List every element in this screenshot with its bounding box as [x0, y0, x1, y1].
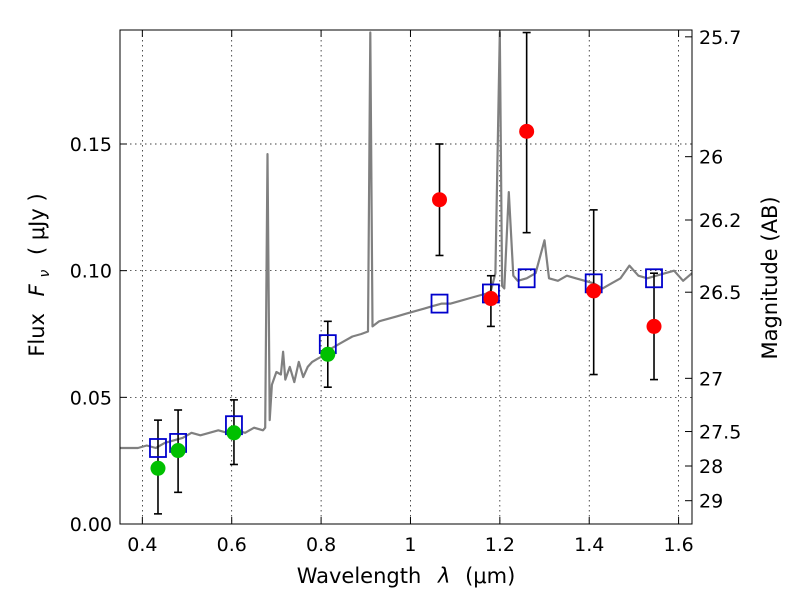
x-tick-label: 1: [404, 534, 416, 556]
x-tick-label: 1.6: [663, 534, 693, 556]
right-tick-label: 29: [699, 491, 723, 513]
data-point-circle: [483, 291, 499, 307]
model-point-square: [149, 438, 167, 458]
y-tick-label: 0.15: [70, 134, 112, 156]
x-axis-label-symbol: λ: [437, 564, 450, 588]
right-tick-label: 26.2: [699, 210, 741, 232]
data-point-circle: [586, 283, 602, 299]
right-tick-label: 27.5: [699, 422, 741, 444]
x-axis-label-text: Wavelength: [297, 564, 422, 588]
y-tick-label: 0.10: [70, 261, 112, 283]
data-point-circle: [226, 425, 242, 441]
model-point-square: [430, 293, 449, 314]
x-tick-label: 0.4: [127, 534, 157, 556]
data-point-circle: [646, 318, 662, 334]
right-tick-label: 26: [699, 147, 723, 169]
right-axis-label: Magnitude (AB): [758, 196, 782, 359]
spectrum-series: [120, 31, 692, 450]
plot-frame: [119, 29, 693, 525]
data-point-circle: [519, 123, 535, 139]
y-axis-label: Flux F ν ( μJy ): [25, 193, 54, 356]
grid-lines: [120, 30, 692, 524]
model-point-square: [645, 268, 663, 289]
data-markers: [149, 31, 663, 515]
right-tick-label: 27: [699, 368, 723, 390]
y-axis-label-text: Flux: [25, 313, 49, 357]
spectrum-line: [120, 31, 692, 450]
right-tick-label: 26.5: [699, 282, 741, 304]
x-tick-label: 1.2: [485, 534, 515, 556]
y-axis-label-unit: ( μJy ): [25, 193, 49, 255]
x-axis-label-unit: (μm): [465, 564, 515, 588]
y-tick-label: 0.00: [70, 514, 112, 536]
right-tick-label: 28: [699, 456, 723, 478]
data-point-circle: [320, 346, 336, 362]
y-axis-label-subscript: ν: [37, 270, 53, 278]
data-point-circle: [150, 460, 166, 476]
axis-ticks: 0.4 0.6 0.8 1 1.2 1.4 1.6 0.00 0.05 0.10 0.15 25.7 2…: [70, 27, 742, 556]
model-point-square: [517, 268, 536, 289]
y-axis-label-symbol: F: [25, 283, 49, 296]
x-tick-label: 0.6: [217, 534, 247, 556]
y-tick-label: 0.05: [70, 387, 112, 409]
data-point-circle: [432, 192, 448, 208]
x-tick-label: 0.8: [306, 534, 336, 556]
data-point-circle: [170, 443, 186, 459]
x-axis-label: Wavelength λ (μm): [297, 564, 516, 588]
x-tick-label: 1.4: [574, 534, 604, 556]
right-tick-label: 25.7: [699, 27, 741, 49]
